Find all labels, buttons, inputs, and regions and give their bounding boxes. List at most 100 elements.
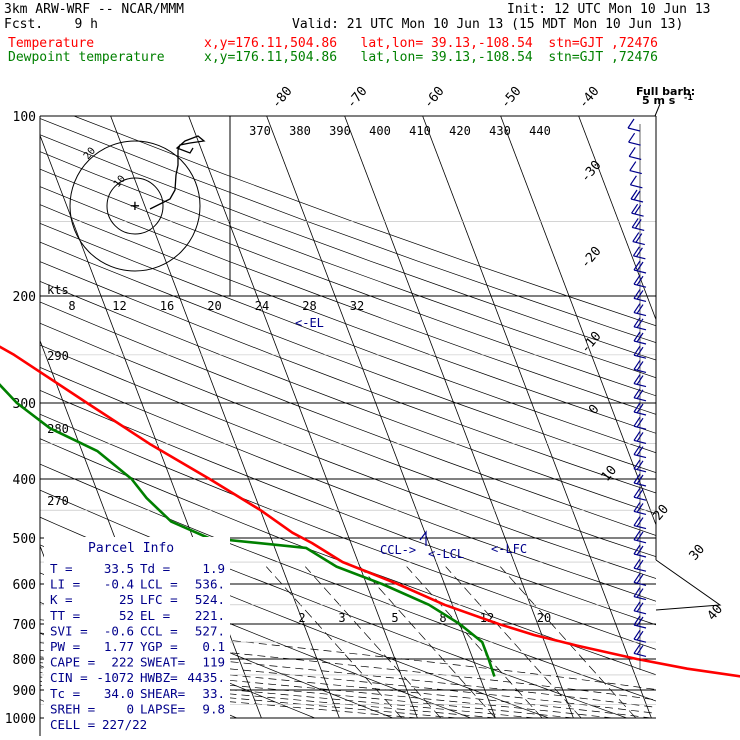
parcel-field-value: 527. [195, 623, 225, 638]
hodograph-ring-label: 20 [207, 299, 221, 313]
hodograph-ring-label: 12 [112, 299, 126, 313]
pressure-tick-label: 200 [13, 290, 36, 305]
wind-barb-flag [636, 346, 644, 357]
parcel-field-label: LCL = [140, 577, 178, 592]
wind-barb-flag [630, 189, 638, 200]
pressure-tick-label: 800 [13, 653, 36, 668]
wind-barb-flag [635, 233, 643, 243]
wind-barb-flag [636, 460, 644, 471]
pressure-tick-label: 400 [13, 473, 36, 488]
isotherm-label: 0 [586, 402, 603, 418]
wind-barb-flag [633, 502, 641, 512]
wind-barb [629, 170, 642, 175]
wind-barb-flag [627, 118, 635, 129]
moist-adiabat-line [40, 619, 656, 690]
wind-barb-flag [636, 417, 644, 428]
wind-barb [630, 198, 644, 203]
isotherm-label: -60 [421, 84, 448, 112]
wind-barb-flag [636, 403, 644, 414]
parcel-field-value: 9.8 [202, 701, 225, 716]
wind-barb-flag [633, 402, 641, 413]
wind-barb [633, 354, 647, 359]
moist-adiabat-line [40, 656, 652, 719]
parcel-field-value: 33.5 [104, 561, 134, 576]
isotherm-label: -80 [269, 84, 296, 112]
wind-barb [633, 255, 646, 260]
el-marker: <-EL [295, 316, 324, 330]
wind-barb-flag [636, 616, 644, 627]
wind-barb [633, 411, 647, 416]
wind-barb-flag [636, 645, 644, 655]
theta-label: 400 [369, 124, 391, 138]
wind-barb [633, 496, 647, 501]
parcel-field-value: 0 [126, 701, 134, 716]
pressure-tick-label: 1000 [5, 712, 36, 727]
wind-barb-flag [633, 558, 641, 569]
wind-barb-flag [636, 275, 644, 286]
barb-legend-line [654, 103, 661, 117]
wind-barb-flag [633, 615, 641, 626]
hodograph-center-mark: + [130, 196, 140, 215]
wind-barb-flag [636, 290, 644, 300]
wind-barb-flag [636, 503, 644, 513]
temperature-legend: Temperature [8, 36, 95, 51]
parcel-field-value: 34.0 [104, 686, 134, 701]
parcel-field-label: LAPSE= [140, 701, 185, 716]
wind-barb [633, 312, 647, 317]
parcel-field-label: YGP = [140, 639, 178, 654]
isotherm-line [657, 116, 740, 718]
theta-label: 420 [449, 124, 471, 138]
theta-label: 410 [409, 124, 431, 138]
wind-barb-flag [633, 516, 641, 526]
wind-barb-flag [636, 630, 644, 641]
parcel-field-label: K = [50, 592, 73, 607]
wind-barb [633, 539, 647, 544]
mixing-ratio-label: 2 [298, 611, 305, 625]
wind-barb-flag [633, 360, 641, 370]
wind-barb-flag [633, 289, 641, 299]
wind-barb-flag [636, 446, 644, 456]
wind-barb [633, 454, 647, 459]
parcel-field-value: 25 [119, 592, 134, 607]
pressure-tick-label: 900 [13, 684, 36, 699]
wind-barb [633, 482, 647, 487]
wind-barb [633, 596, 647, 601]
isotherm-label: -30 [578, 158, 605, 186]
wind-barb-flag [633, 416, 641, 427]
lfc-marker: <-LFC [491, 542, 527, 556]
wind-barb-flag [632, 232, 640, 242]
wind-barb [633, 326, 647, 331]
moist-adiabat-line [40, 642, 656, 708]
parcel-field-label: CIN = [50, 670, 88, 685]
wind-barb [633, 567, 647, 572]
dewpoint-legend: Dewpoint temperature [8, 50, 165, 65]
isotherm-line [735, 116, 740, 718]
wind-barb [633, 383, 647, 388]
ccl-marker: CCL-> [380, 543, 416, 557]
wind-barb-flag [636, 517, 644, 527]
parcel-field-value: 52 [119, 608, 134, 623]
parcel-field-label: CAPE = [50, 655, 95, 670]
parcel-field-value: 524. [195, 592, 225, 607]
wind-barb [633, 397, 647, 402]
mixing-ratio-line [305, 566, 442, 719]
isotherm-line [578, 116, 656, 321]
wind-barb-flag [629, 161, 637, 171]
isotherm-label: -20 [578, 244, 605, 272]
wind-barb-flag [635, 247, 643, 258]
wind-barb-flag [636, 545, 644, 556]
wind-barb-flag [633, 601, 641, 612]
wind-barb-flag [636, 318, 644, 329]
mixing-ratio-label: 20 [537, 611, 551, 625]
mixing-ratio-label: 5 [391, 611, 398, 625]
wind-barb-flag [633, 629, 641, 640]
theta-label: 380 [289, 124, 311, 138]
parcel-info-title: Parcel Info [88, 541, 174, 556]
isotherm-line [344, 116, 574, 719]
mixing-ratio-label: 3 [338, 611, 345, 625]
wind-barb-flag [628, 147, 636, 157]
theta-label: 430 [489, 124, 511, 138]
wind-barb-flag [633, 331, 641, 342]
parcel-field-label: SVI = [50, 623, 88, 638]
